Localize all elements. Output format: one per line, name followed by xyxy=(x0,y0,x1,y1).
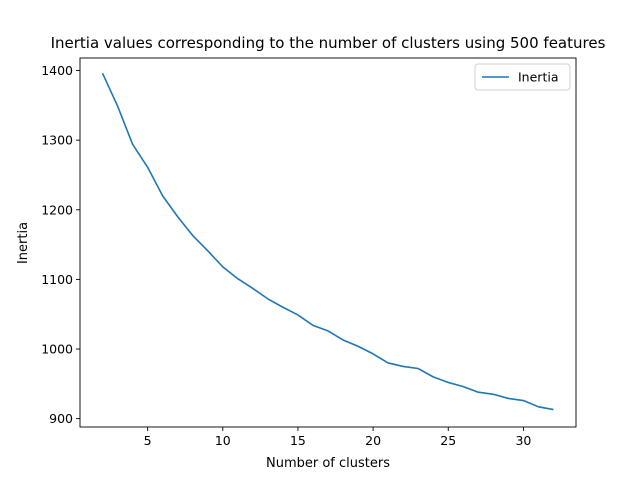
x-tick-label: 25 xyxy=(440,433,456,448)
y-tick-label: 900 xyxy=(49,411,73,426)
y-axis-label: Inertia xyxy=(16,222,31,264)
axes-frame xyxy=(79,57,577,428)
x-tick-label: 20 xyxy=(365,433,381,448)
legend: Inertia xyxy=(474,63,571,91)
y-tick-label: 1300 xyxy=(41,133,73,148)
y-tick-label: 1100 xyxy=(41,272,73,287)
series-line-0 xyxy=(101,72,554,411)
legend-label: Inertia xyxy=(518,70,558,85)
chart-title: Inertia values corresponding to the numb… xyxy=(51,34,606,52)
x-axis-label: Number of clusters xyxy=(266,456,390,471)
y-tick-label: 1000 xyxy=(41,342,73,357)
x-tick-label: 10 xyxy=(215,433,231,448)
legend-box xyxy=(474,63,571,91)
y-tick-label: 1200 xyxy=(41,202,73,217)
x-tick-label: 5 xyxy=(144,433,152,448)
y-tick-label: 1400 xyxy=(41,63,73,78)
x-tick-label: 30 xyxy=(515,433,531,448)
x-tick-label: 15 xyxy=(290,433,306,448)
